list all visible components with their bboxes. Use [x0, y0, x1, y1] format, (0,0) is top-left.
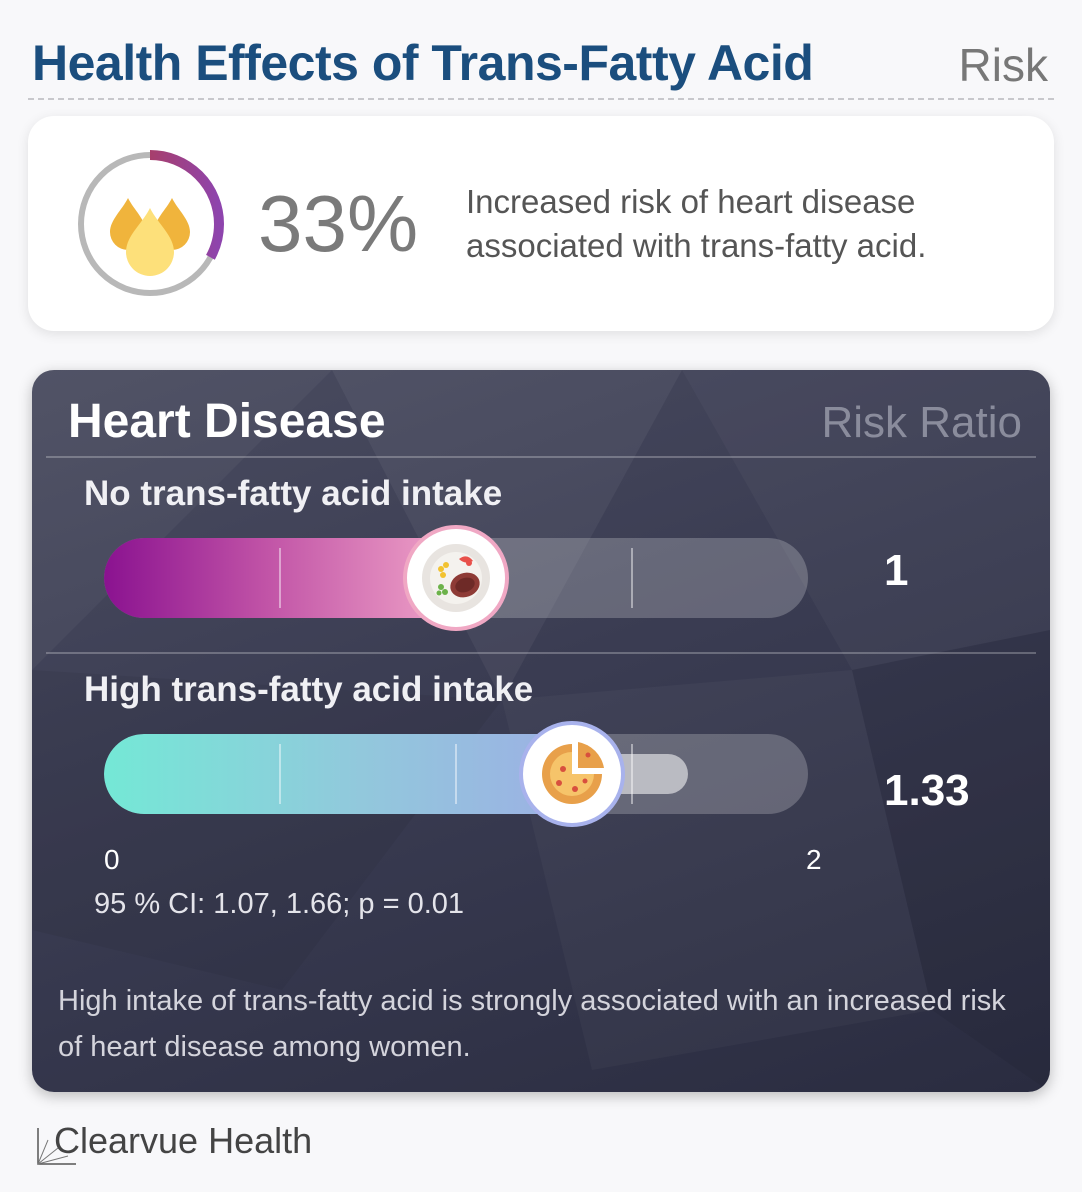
category-label: Risk	[958, 39, 1048, 91]
bar-fill-high-intake	[104, 734, 573, 814]
clearvue-logo-icon	[37, 1128, 76, 1165]
panel-divider	[46, 456, 1036, 458]
page-title: Health Effects of Trans-Fatty Acid	[32, 35, 814, 91]
panel-divider	[46, 652, 1036, 654]
bar-marker-no-intake	[403, 525, 509, 631]
stat-percentage: 33%	[258, 179, 419, 268]
pie-icon	[542, 742, 605, 804]
bar-marker-high-intake	[519, 721, 626, 827]
page-header: Health Effects of Trans-Fatty Acid Risk	[28, 30, 1054, 100]
oil-drops-icon	[110, 198, 190, 276]
bar-tick	[279, 548, 281, 608]
heart-disease-panel: Heart Disease Risk Ratio No trans-fatty …	[32, 370, 1050, 1092]
bar-tick	[455, 744, 457, 804]
ring-progress	[76, 150, 224, 298]
food-plate-icon	[422, 544, 490, 612]
stat-description: Increased risk of heart disease associat…	[466, 183, 927, 264]
stat-card: 33% Increased risk of heart disease asso…	[28, 116, 1054, 331]
bar-tick	[279, 744, 281, 804]
row-value-high-intake: 1.33	[884, 766, 970, 815]
risk-ring	[76, 150, 224, 298]
bar-track-high-intake	[104, 734, 808, 814]
bar-tick	[631, 744, 633, 804]
bar-fill-no-intake	[104, 538, 456, 618]
axis-min-label: 0	[104, 844, 120, 875]
panel-title: Heart Disease	[68, 395, 386, 448]
row-value-no-intake: 1	[884, 546, 909, 595]
brand-name: Clearvue Health	[54, 1120, 313, 1161]
axis-max-label: 2	[806, 844, 822, 875]
confidence-interval-text: 95 % CI: 1.07, 1.66; p = 0.01	[94, 888, 465, 920]
bar-tick	[631, 548, 633, 608]
summary-text: High intake of trans-fatty acid is stron…	[58, 985, 1006, 1063]
row-label-no-intake: No trans-fatty acid intake	[84, 474, 503, 513]
panel-metric-label: Risk Ratio	[821, 398, 1023, 447]
row-label-high-intake: High trans-fatty acid intake	[84, 670, 534, 709]
